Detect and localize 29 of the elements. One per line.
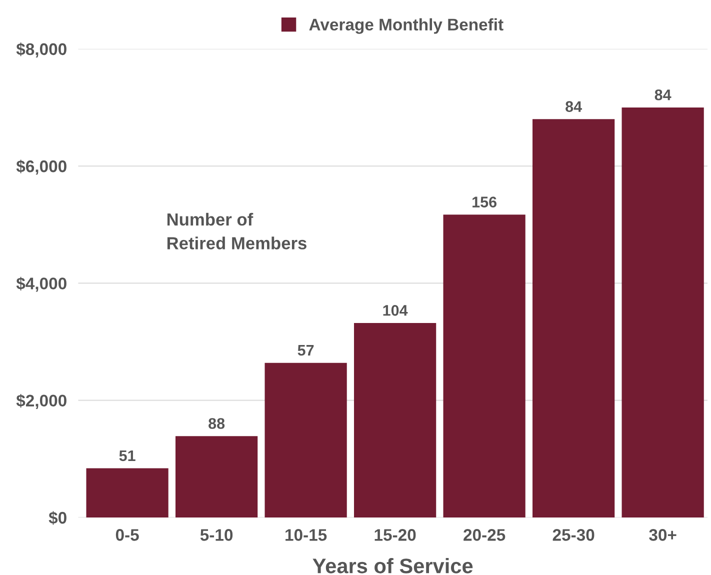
bar (264, 362, 347, 518)
y-tick-label: $0 (48, 511, 66, 525)
text: 104 (383, 305, 408, 316)
y-tick-label: $2,000 (16, 394, 66, 409)
text: 156 (472, 196, 497, 208)
x-tick-label: 0-5 (116, 529, 139, 541)
text: 57 (298, 345, 314, 356)
text: 84 (566, 101, 582, 112)
x-tick-label: 25-30 (552, 529, 594, 541)
y-tick-label: $4,000 (16, 276, 66, 292)
bar (443, 214, 526, 518)
bar (175, 436, 258, 518)
x-tick-label: 15-20 (374, 529, 416, 541)
x-tick-label: 30+ (649, 529, 676, 541)
y-tick-label: $8,000 (16, 42, 66, 58)
bar (354, 323, 436, 518)
text: 88 (208, 418, 225, 429)
x-tick-label: 10-15 (286, 529, 327, 541)
annotation: Number of Retired Members (167, 212, 306, 250)
text: 84 (654, 89, 672, 100)
bar (532, 119, 615, 518)
x-axis-title: Years of Service (312, 558, 473, 574)
x-tick-label: 20-25 (464, 529, 506, 541)
bar (622, 107, 704, 518)
legend-label: Average Monthly Benefit (309, 18, 504, 34)
bar (86, 468, 168, 518)
y-tick-label: $6,000 (16, 160, 66, 175)
text: 51 (119, 450, 136, 462)
x-tick-label: 5-10 (200, 529, 233, 541)
